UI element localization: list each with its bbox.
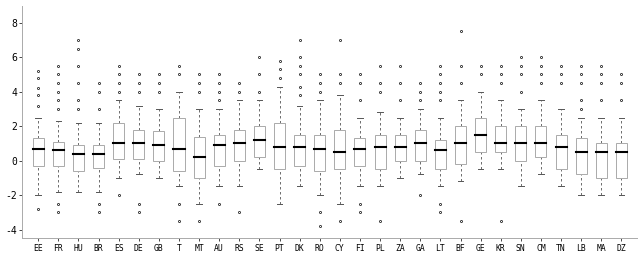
- Bar: [475, 118, 486, 152]
- Bar: [93, 145, 104, 168]
- Bar: [113, 123, 124, 159]
- Bar: [294, 135, 305, 166]
- Bar: [234, 130, 245, 161]
- Bar: [536, 126, 547, 157]
- Bar: [435, 140, 446, 169]
- Bar: [174, 118, 185, 171]
- Bar: [395, 135, 406, 161]
- Bar: [455, 126, 466, 164]
- Bar: [556, 135, 566, 169]
- Bar: [595, 143, 607, 178]
- Bar: [374, 135, 386, 169]
- Bar: [254, 126, 265, 157]
- Bar: [354, 138, 365, 166]
- Bar: [133, 130, 144, 159]
- Bar: [314, 135, 325, 171]
- Bar: [33, 138, 44, 166]
- Bar: [495, 126, 506, 152]
- Bar: [213, 135, 225, 166]
- Bar: [274, 123, 285, 169]
- Bar: [194, 136, 204, 178]
- Bar: [154, 131, 165, 161]
- Bar: [73, 145, 84, 171]
- Bar: [53, 142, 64, 166]
- Bar: [415, 130, 426, 161]
- Bar: [334, 130, 345, 169]
- Bar: [575, 138, 586, 174]
- Bar: [515, 126, 527, 161]
- Bar: [616, 143, 627, 178]
